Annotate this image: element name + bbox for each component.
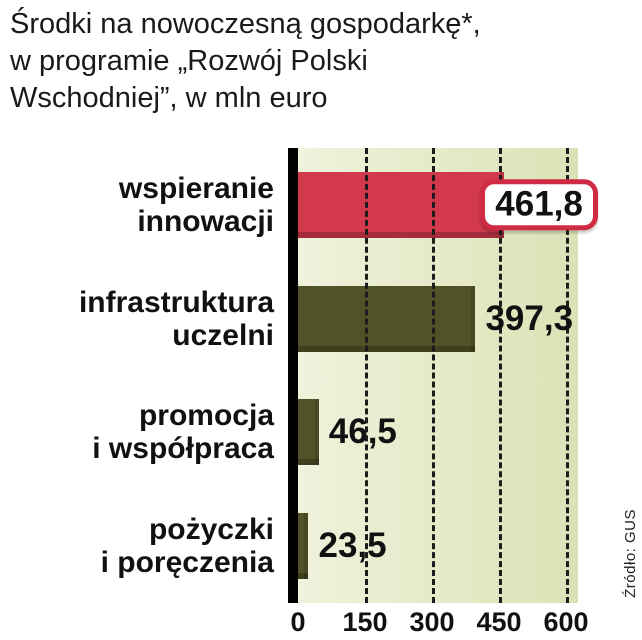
bar-row-1: 397,3: [298, 262, 573, 376]
chart-title-line-2: w programie „Rozwój Polski: [10, 45, 368, 77]
category-label-line: i współpraca: [92, 432, 274, 466]
bar-0: [298, 171, 505, 238]
x-tick-label-600: 600: [543, 607, 589, 637]
category-label-line: promocja: [138, 399, 274, 433]
y-axis-line: [288, 148, 298, 603]
x-tick-label-300: 300: [409, 607, 455, 637]
category-label-line: i poręczenia: [100, 546, 274, 580]
bar-1: [298, 285, 476, 352]
category-label-1: infrastruktura uczelni: [0, 262, 288, 376]
category-label-line: infrastruktura: [78, 285, 274, 319]
category-label-0: wspieranie innowacji: [0, 148, 288, 262]
value-label-2: 46,5: [328, 412, 397, 452]
category-label-line: pożyczki: [148, 513, 274, 547]
category-label-line: innowacji: [137, 204, 274, 238]
x-tick-label-0: 0: [290, 607, 306, 637]
bar-3: [298, 513, 309, 580]
chart-title-line-3: Wschodniej”, w mln euro: [10, 82, 328, 114]
bar-rows: 461,8 397,3 46,5 23,5: [298, 148, 598, 603]
x-axis-tick-labels: 0 150 300 450 600: [290, 607, 588, 640]
category-label-3: pożyczki i poręczenia: [0, 489, 288, 603]
value-label-1: 397,3: [485, 298, 574, 338]
category-label-line: uczelni: [172, 318, 274, 352]
bar-row-3: 23,5: [298, 489, 566, 603]
x-tick-label-150: 150: [342, 607, 388, 637]
bar-2: [298, 399, 319, 466]
value-label-3: 23,5: [318, 526, 387, 566]
gridline-150: [365, 148, 368, 603]
value-badge-0: 461,8: [480, 179, 598, 231]
bar-row-2: 46,5: [298, 376, 566, 490]
category-label-2: promocja i współpraca: [0, 376, 288, 490]
category-labels-column: wspieranie innowacji infrastruktura uczelni…: [0, 148, 288, 603]
category-label-line: wspieranie: [118, 171, 274, 205]
gridline-450: [499, 148, 502, 603]
chart-title-line-1: Środki na nowoczesną gospodarkę*,: [10, 8, 481, 40]
bar-row-0: 461,8: [298, 148, 598, 262]
bar-chart: wspieranie innowacji infrastruktura uczelni…: [0, 148, 642, 603]
source-credit: Źródło: GUS: [622, 509, 639, 598]
gridline-300: [432, 148, 435, 603]
plot-area: 461,8 397,3 46,5 23,5: [298, 148, 598, 603]
x-tick-label-450: 450: [476, 607, 522, 637]
gridline-600: [566, 148, 569, 603]
chart-title: Środki na nowoczesną gospodarkę*, w prog…: [10, 6, 610, 117]
